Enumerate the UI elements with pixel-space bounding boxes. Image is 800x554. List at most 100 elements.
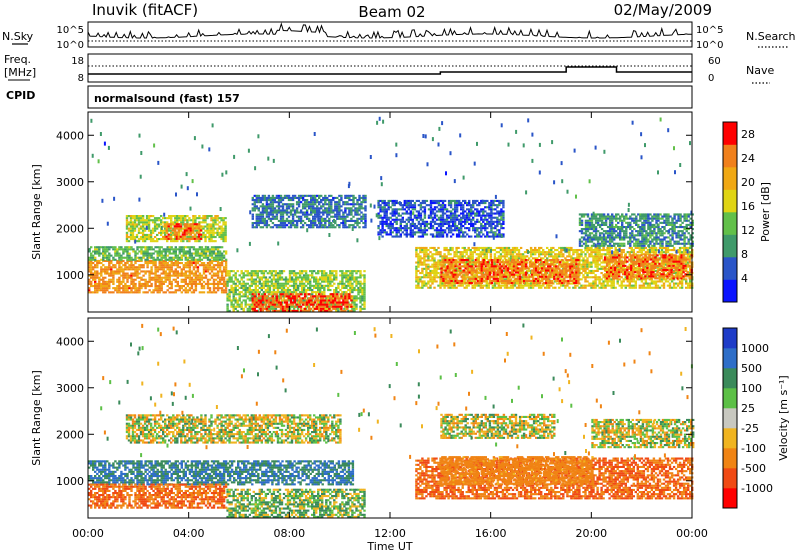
power-cell <box>206 217 209 220</box>
power-cell <box>144 287 147 290</box>
power-cell <box>126 246 129 249</box>
power-cell <box>212 256 216 259</box>
power-cell <box>132 264 135 267</box>
power-cell <box>250 276 253 279</box>
power-cell <box>285 213 289 216</box>
power-cell <box>290 276 294 279</box>
power-cell <box>240 301 243 304</box>
power-cell <box>230 284 233 287</box>
power-cell <box>193 227 197 230</box>
power-cell <box>295 226 299 229</box>
power-cell <box>584 278 587 281</box>
power-cell <box>136 289 139 292</box>
power-cell <box>104 282 107 285</box>
power-cell <box>350 213 353 216</box>
power-cell <box>150 272 153 275</box>
power-cell <box>100 272 103 275</box>
power-cell <box>122 289 125 292</box>
power-cell <box>346 307 349 310</box>
power-cell <box>145 221 149 224</box>
power-cell <box>540 246 543 249</box>
power-cell <box>122 291 125 294</box>
power-cell <box>419 255 422 258</box>
power-cell <box>356 201 359 204</box>
power-cell <box>197 225 201 228</box>
power-cell <box>336 224 339 227</box>
power-cell <box>162 229 165 232</box>
power-cell <box>224 264 228 267</box>
power-cell <box>191 225 195 228</box>
power-cell <box>128 287 131 290</box>
power-cell <box>112 258 115 261</box>
power-cell <box>289 303 293 306</box>
power-cell <box>427 272 430 275</box>
power-cell <box>548 284 551 287</box>
power-cell <box>188 236 191 239</box>
power-cell <box>132 282 135 285</box>
power-cell <box>218 262 222 265</box>
power-cell <box>184 291 187 294</box>
power-cell <box>299 215 303 218</box>
power-cell <box>124 250 127 253</box>
power-cell <box>305 203 309 206</box>
power-cell <box>363 282 366 285</box>
power-cell <box>186 291 190 294</box>
power-cell <box>178 248 181 251</box>
power-cell <box>364 194 367 197</box>
power-cell <box>224 270 228 273</box>
power-cell <box>137 219 141 222</box>
power-cell <box>299 209 303 212</box>
power-cell <box>320 205 323 208</box>
power-cell <box>164 272 167 275</box>
power-cell <box>132 287 135 290</box>
power-cell <box>296 289 300 292</box>
power-cell <box>326 196 329 199</box>
power-cell <box>305 205 309 208</box>
power-cell <box>132 272 135 275</box>
power-cell <box>94 274 97 277</box>
power-cell <box>283 226 287 229</box>
power-cell <box>584 253 587 256</box>
power-cell <box>212 266 216 269</box>
power-cell <box>289 293 293 296</box>
power-cell <box>96 248 99 251</box>
power-cell <box>88 258 91 261</box>
power-cell <box>352 205 355 208</box>
power-cell <box>222 282 226 285</box>
power-cell <box>174 285 177 288</box>
power-cell <box>270 280 274 283</box>
power-cell <box>150 256 153 259</box>
power-cell <box>425 284 428 287</box>
power-cell <box>210 229 213 232</box>
power-cell <box>337 291 340 294</box>
power-cell <box>172 274 175 277</box>
power-cell <box>253 203 256 206</box>
power-cell <box>184 254 187 257</box>
power-cell <box>90 282 93 285</box>
power-cell <box>174 217 177 220</box>
power-cell <box>164 231 167 234</box>
power-cell <box>275 299 279 302</box>
power-cell <box>134 278 137 281</box>
power-cell <box>220 246 224 249</box>
power-cell <box>180 246 183 249</box>
power-cell <box>184 252 187 255</box>
power-cell <box>570 255 573 258</box>
power-cell <box>199 229 203 232</box>
power-cell <box>234 274 237 277</box>
power-cell <box>544 255 547 258</box>
power-cell <box>293 194 297 197</box>
power-cell <box>192 268 196 271</box>
power-cell <box>305 215 309 218</box>
power-cell <box>314 219 317 222</box>
power-cell <box>90 256 93 259</box>
power-cell <box>415 249 418 252</box>
power-cell <box>493 253 497 256</box>
power-cell <box>138 259 141 262</box>
power-cell <box>322 307 325 310</box>
power-cell <box>202 215 205 218</box>
power-cell <box>305 213 309 216</box>
power-cell <box>164 278 167 281</box>
power-cell <box>355 305 358 308</box>
power-cell <box>147 233 151 236</box>
